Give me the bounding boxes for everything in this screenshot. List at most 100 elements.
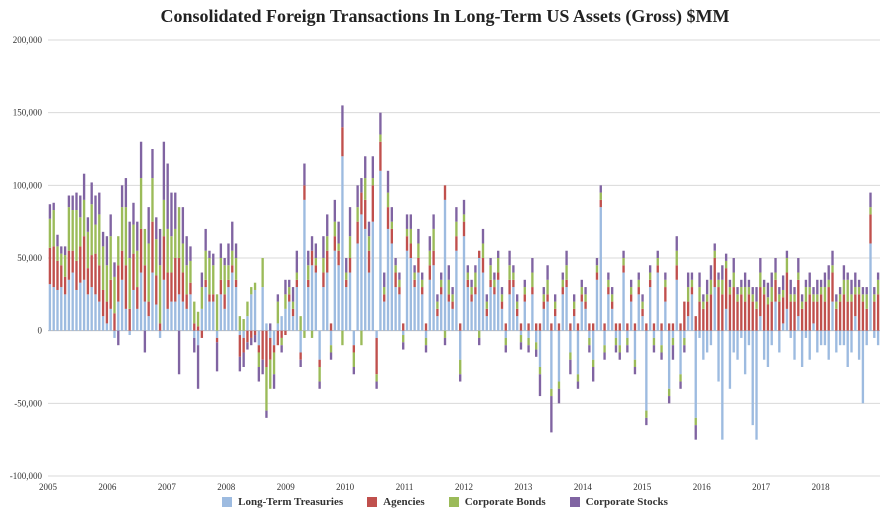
bar-agencies (504, 323, 507, 331)
bar-corporate-bonds (626, 337, 629, 346)
bar-agencies (747, 294, 751, 331)
x-tick-label: 2005 (39, 482, 58, 492)
bar-corporate-bonds (664, 279, 667, 288)
bar-corporate-bonds (227, 265, 230, 280)
bar-treasuries (504, 330, 507, 338)
bar-treasuries (329, 330, 333, 346)
bar-agencies (846, 301, 849, 331)
bar-agencies (857, 294, 861, 331)
bar-corporate-stocks (800, 294, 804, 302)
bar-corporate-bonds (215, 294, 219, 331)
bar-agencies (481, 258, 485, 273)
bar-corporate-bonds (557, 381, 561, 389)
bar-treasuries (683, 330, 686, 338)
bar-agencies (804, 301, 808, 331)
bar-agencies (436, 308, 439, 317)
bar-corporate-stocks (774, 258, 777, 273)
bar-corporate-bonds (48, 218, 52, 248)
bar-corporate-stocks (724, 253, 728, 261)
bar-agencies (800, 308, 804, 331)
bar-agencies (629, 294, 633, 302)
bar-agencies (409, 243, 412, 258)
bar-corporate-stocks (459, 374, 462, 382)
bar-corporate-bonds (265, 367, 268, 411)
bar-agencies (557, 323, 561, 331)
bar-agencies (231, 265, 234, 273)
bar-treasuries (86, 294, 90, 331)
bar-treasuries (253, 289, 257, 331)
bar-treasuries (781, 323, 785, 331)
bar-corporate-bonds (386, 192, 390, 208)
bar-agencies (869, 214, 872, 244)
bar-corporate-bonds (421, 279, 424, 288)
bar-corporate-bonds (648, 272, 652, 280)
bar-corporate-stocks (402, 342, 405, 350)
bar-corporate-bonds (67, 207, 71, 251)
bar-corporate-stocks (383, 272, 386, 288)
bar-treasuries (550, 330, 553, 389)
bar-treasuries (383, 301, 386, 331)
bar-corporate-bonds (177, 207, 181, 258)
bar-corporate-bonds (155, 239, 158, 276)
bar-agencies (390, 228, 393, 244)
bar-corporate-stocks (193, 337, 196, 353)
bar-agencies (876, 294, 880, 331)
bar-corporate-bonds (500, 294, 504, 302)
bar-corporate-stocks (652, 345, 656, 353)
bar-corporate-stocks (648, 265, 652, 273)
bar-agencies (459, 323, 462, 331)
bar-corporate-bonds (622, 258, 625, 266)
bar-agencies (679, 323, 682, 331)
bar-treasuries (367, 272, 371, 331)
bar-corporate-bonds (299, 316, 302, 331)
bar-corporate-bonds (443, 330, 447, 338)
bar-agencies (519, 323, 523, 331)
bar-treasuries (193, 330, 196, 338)
bar-corporate-stocks (56, 234, 59, 247)
bar-agencies (641, 308, 644, 317)
bar-corporate-stocks (675, 236, 678, 251)
bar-treasuries (516, 316, 519, 331)
bar-corporate-bonds (485, 301, 488, 309)
bar-corporate-bonds (793, 294, 796, 302)
bar-corporate-bonds (702, 301, 705, 309)
bar-corporate-bonds (212, 265, 215, 295)
bar-treasuries (261, 287, 264, 331)
bar-agencies (386, 207, 390, 229)
bar-corporate-stocks (584, 287, 587, 295)
bar-agencies (371, 185, 374, 222)
bar-treasuries (789, 330, 792, 338)
bar-agencies (204, 279, 207, 288)
bar-treasuries (569, 330, 572, 353)
bar-agencies (170, 272, 173, 302)
bar-corporate-stocks (375, 381, 378, 389)
bar-treasuries (443, 199, 447, 331)
bar-agencies (238, 335, 242, 357)
bar-corporate-bonds (831, 265, 834, 273)
x-tick-label: 2012 (455, 482, 473, 492)
bar-corporate-bonds (200, 287, 204, 309)
bar-treasuries (132, 289, 135, 331)
bar-agencies (185, 294, 188, 309)
bar-treasuries (470, 301, 473, 331)
bar-corporate-stocks (170, 192, 173, 237)
bar-corporate-stocks (812, 287, 815, 295)
bar-corporate-bonds (694, 417, 697, 426)
bar-corporate-stocks (105, 236, 109, 266)
bar-corporate-bonds (565, 265, 568, 280)
bar-agencies (766, 304, 770, 331)
x-tick-label: 2018 (812, 482, 831, 492)
bar-corporate-bonds (686, 287, 690, 302)
bar-agencies (516, 308, 519, 317)
bar-treasuries (861, 330, 865, 404)
bar-treasuries (284, 308, 287, 331)
bar-corporate-stocks (246, 342, 249, 350)
bar-corporate-stocks (462, 199, 466, 215)
bar-agencies (633, 323, 637, 331)
bar-corporate-bonds (474, 272, 477, 288)
bar-treasuries (873, 330, 876, 338)
bar-corporate-bonds (667, 388, 671, 397)
bar-corporate-stocks (793, 287, 796, 295)
bar-treasuries (257, 330, 261, 346)
bar-corporate-bonds (170, 236, 173, 273)
